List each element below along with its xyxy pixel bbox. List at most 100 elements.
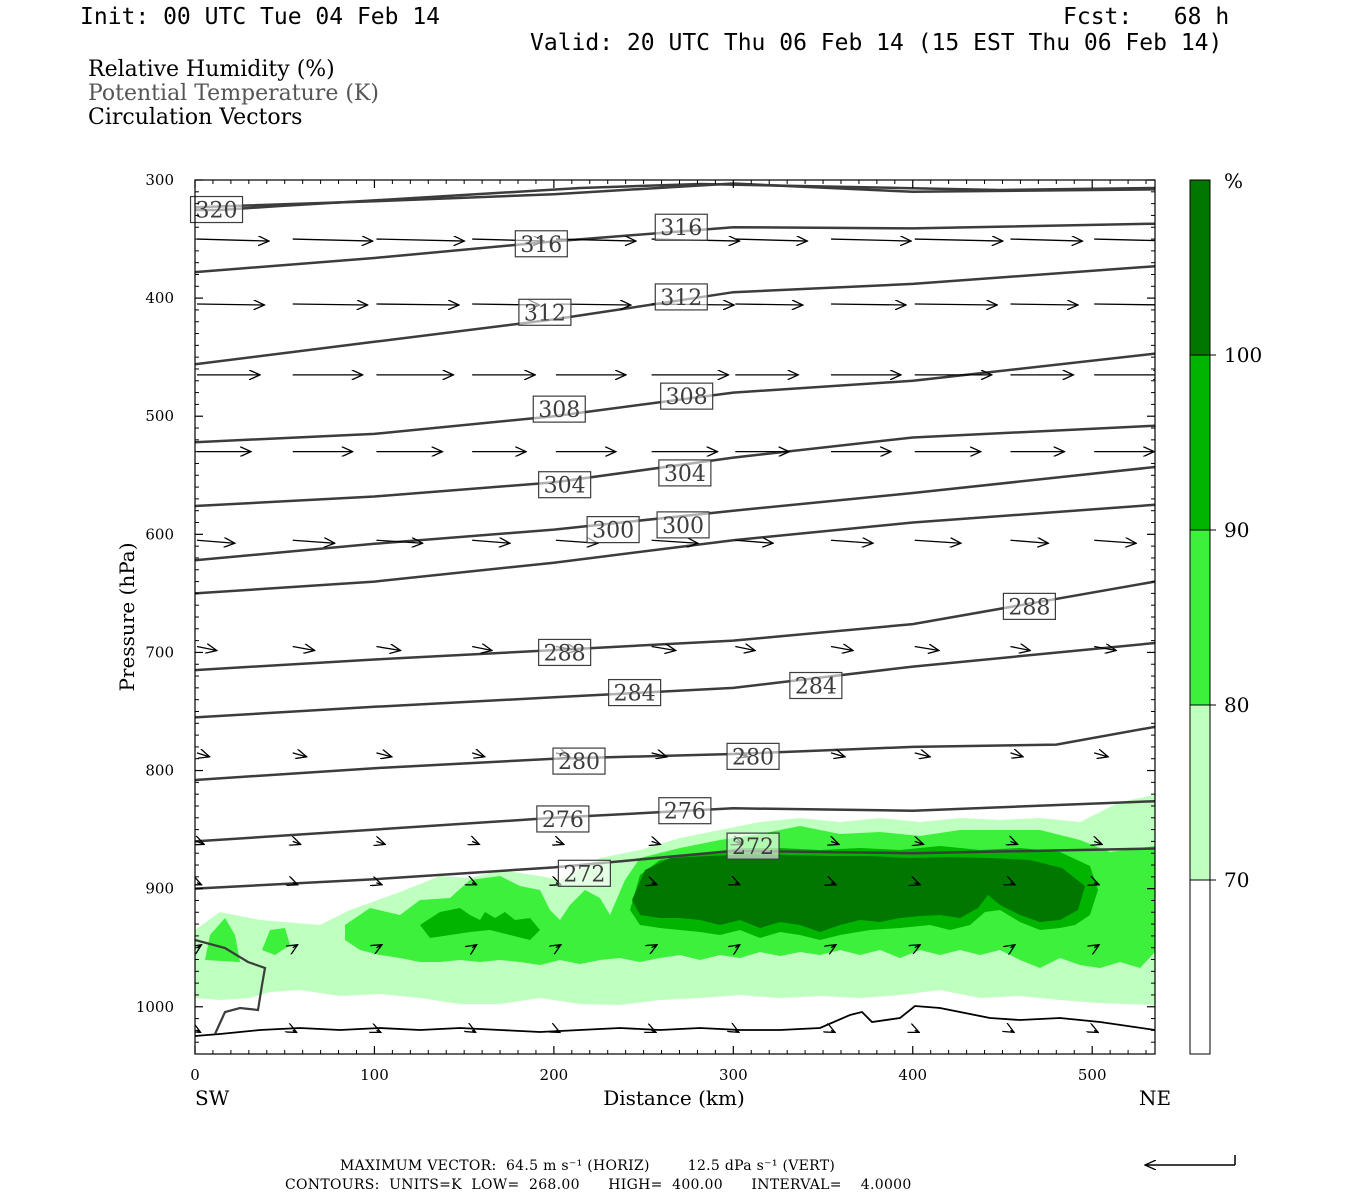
svg-text:300: 300 bbox=[662, 514, 704, 539]
wind-vector bbox=[651, 540, 698, 543]
circulation-vectors bbox=[196, 238, 1155, 1032]
wind-vector bbox=[915, 883, 921, 885]
contour-label: 308 bbox=[660, 382, 714, 410]
svg-text:284: 284 bbox=[614, 682, 656, 707]
wind-vector bbox=[1010, 239, 1082, 241]
wind-vector bbox=[735, 945, 740, 948]
wind-vector bbox=[376, 841, 385, 844]
wind-vector bbox=[652, 1030, 656, 1032]
wind-vector bbox=[292, 304, 368, 305]
colorbar-swatch bbox=[1190, 530, 1210, 705]
contour-label: 304 bbox=[538, 471, 592, 499]
contour-label: 284 bbox=[608, 678, 662, 707]
theta-contour-276 bbox=[195, 799, 1155, 843]
contour-label: 316 bbox=[654, 213, 708, 241]
wind-vector bbox=[915, 1030, 919, 1032]
wind-vector bbox=[735, 540, 773, 543]
wind-vector bbox=[196, 304, 265, 305]
y-tick-label: 700 bbox=[145, 643, 174, 661]
wind-vector bbox=[376, 883, 382, 885]
contour-label: 284 bbox=[789, 671, 843, 700]
wind-vector bbox=[1094, 945, 1099, 948]
x-left-label: SW bbox=[195, 1086, 230, 1110]
legend-rh: Relative Humidity (%) bbox=[88, 57, 335, 82]
svg-text:288: 288 bbox=[544, 641, 586, 666]
contour-label: 280 bbox=[552, 747, 606, 775]
colorbar-swatch bbox=[1190, 180, 1210, 355]
wind-vector bbox=[1010, 647, 1030, 651]
wind-vector bbox=[1010, 304, 1078, 305]
wind-vector bbox=[652, 883, 658, 885]
wind-vector bbox=[651, 753, 667, 757]
wind-vector bbox=[915, 945, 921, 948]
x-tick-label: 400 bbox=[898, 1066, 927, 1084]
svg-text:320: 320 bbox=[196, 199, 238, 224]
wind-vector bbox=[1094, 1030, 1098, 1032]
wind-vector bbox=[293, 883, 298, 885]
wind-vector bbox=[914, 647, 939, 651]
contour-label: 316 bbox=[514, 230, 568, 258]
colorbar-frame bbox=[1189, 179, 1211, 1055]
wind-vector bbox=[1094, 238, 1155, 242]
svg-text:276: 276 bbox=[664, 800, 706, 825]
wind-vector bbox=[831, 883, 836, 885]
svg-text:272: 272 bbox=[732, 835, 774, 860]
theta-contour-288 bbox=[195, 580, 1155, 672]
x-axis: 0 100 200 300 400 500 bbox=[190, 180, 1147, 1084]
theta-contour-296 bbox=[195, 465, 1155, 562]
x-tick-label: 0 bbox=[190, 1066, 200, 1084]
svg-text:280: 280 bbox=[732, 745, 774, 770]
wind-vector bbox=[196, 239, 269, 241]
theta-contour-272 bbox=[195, 847, 1155, 890]
wind-vector bbox=[376, 304, 459, 305]
contour-label: 272 bbox=[726, 832, 780, 860]
wind-vector bbox=[376, 753, 391, 757]
wind-vector bbox=[830, 647, 853, 651]
wind-vector bbox=[831, 239, 911, 241]
wind-vector bbox=[472, 883, 477, 885]
wind-vector bbox=[196, 540, 235, 543]
wind-vector bbox=[914, 753, 930, 757]
contour-label: 272 bbox=[557, 859, 611, 887]
svg-text:308: 308 bbox=[666, 385, 708, 410]
reference-vector bbox=[1145, 1155, 1236, 1165]
wind-vector bbox=[197, 883, 202, 885]
wind-vector bbox=[472, 1030, 476, 1032]
wind-vector bbox=[915, 841, 924, 844]
wind-vector bbox=[831, 1030, 835, 1032]
contour-label: 320 bbox=[189, 195, 244, 224]
wind-vector bbox=[471, 753, 485, 757]
wind-vector bbox=[1094, 883, 1099, 885]
x-tick-label: 300 bbox=[719, 1066, 748, 1084]
wind-vector bbox=[1010, 540, 1048, 543]
contour-label: 308 bbox=[532, 395, 586, 423]
wind-vector bbox=[293, 841, 301, 844]
y-tick-label: 300 bbox=[145, 171, 174, 189]
wind-vector bbox=[555, 239, 636, 241]
theta-contour-284 bbox=[195, 641, 1155, 719]
contour-label: 300 bbox=[586, 515, 640, 544]
wind-vector bbox=[292, 239, 373, 241]
colorbar-swatch bbox=[1190, 355, 1210, 530]
wind-vector bbox=[735, 304, 803, 305]
wind-vector bbox=[831, 841, 839, 844]
wind-vector bbox=[472, 647, 492, 651]
wind-vector bbox=[914, 304, 998, 305]
colorbar: 70 80 90 100 bbox=[1189, 179, 1262, 1055]
theta-contour-308 bbox=[195, 264, 1155, 366]
y-tick-label: 400 bbox=[145, 289, 174, 307]
svg-text:280: 280 bbox=[558, 750, 600, 775]
valid-time: Valid: 20 UTC Thu 06 Feb 14 (15 EST Thu … bbox=[530, 30, 1223, 56]
svg-text:284: 284 bbox=[795, 675, 837, 700]
contours-note: CONTOURS: UNITS=K LOW= 268.00 HIGH= 400.… bbox=[285, 1177, 912, 1193]
wind-vector bbox=[1010, 945, 1015, 948]
init-time: Init: 00 UTC Tue 04 Feb 14 bbox=[80, 4, 441, 30]
contour-label: 280 bbox=[726, 742, 780, 770]
colorbar-swatch bbox=[1190, 880, 1210, 1054]
wind-vector bbox=[292, 540, 335, 543]
theta-contours bbox=[195, 182, 1155, 890]
y-tick-label: 500 bbox=[145, 407, 174, 425]
wind-vector bbox=[376, 239, 464, 241]
wind-vector bbox=[735, 1030, 739, 1032]
theta-contour-292 bbox=[195, 503, 1155, 595]
